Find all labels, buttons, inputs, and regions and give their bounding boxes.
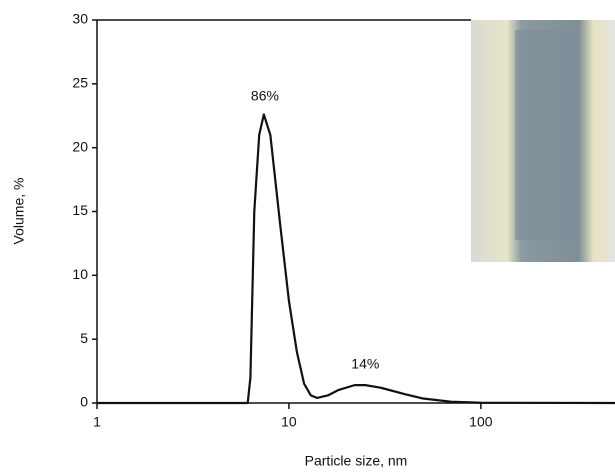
y-tick-label: 15	[72, 202, 88, 218]
y-tick-label: 5	[80, 330, 88, 346]
y-tick-label: 10	[72, 266, 88, 282]
x-tick-label: 1	[93, 414, 101, 430]
cuvette	[515, 30, 575, 240]
data-line	[97, 113, 615, 405]
y-tick-label: 0	[80, 394, 88, 410]
y-tick-label: 25	[72, 75, 88, 91]
x-axis-label: Particle size, nm	[305, 453, 408, 469]
annotation: 86%	[251, 87, 279, 103]
y-axis-label: Volume, %	[11, 178, 27, 245]
annotation: 14%	[351, 355, 379, 371]
x-tick-label: 10	[281, 414, 297, 430]
y-tick-label: 30	[72, 11, 88, 27]
x-tick-label: 100	[469, 414, 493, 430]
y-tick-label: 20	[72, 138, 88, 154]
